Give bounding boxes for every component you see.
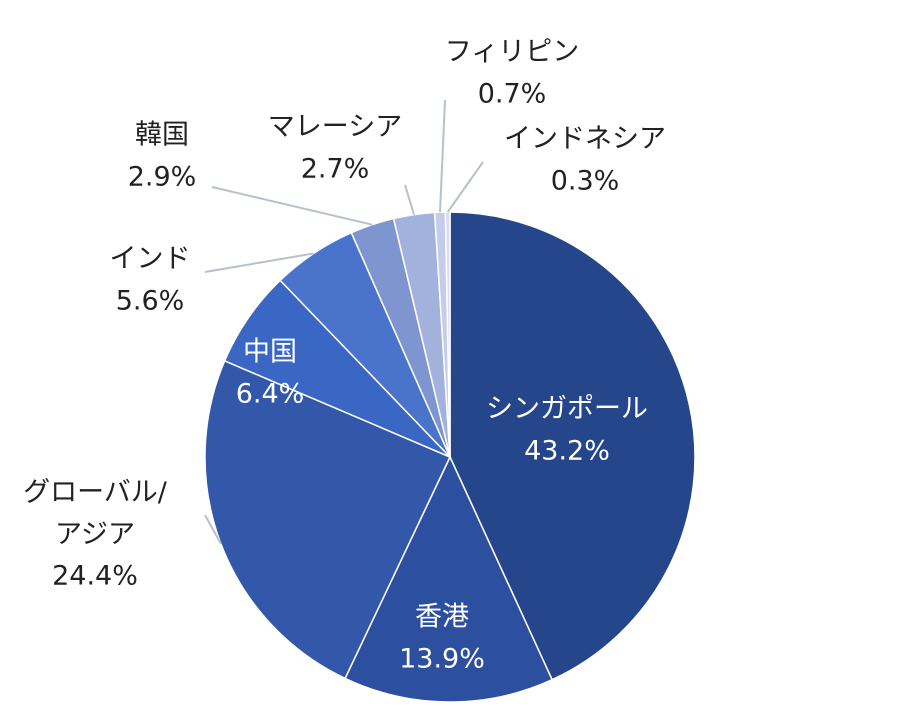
value-label: 2.7% <box>301 154 370 185</box>
value-label: 43.2% <box>524 436 610 467</box>
pie-slice <box>449 211 696 681</box>
slice-label: シンガポール <box>486 394 648 425</box>
slice-label: 香港 <box>415 602 469 633</box>
pie-slice <box>344 455 554 703</box>
value-label: 13.9% <box>399 644 485 675</box>
slice-label: 中国 <box>243 337 297 368</box>
leader-line <box>404 184 415 215</box>
slice-label: フィリピン <box>445 37 579 68</box>
leader-line <box>439 99 446 213</box>
value-label: 5.6% <box>116 286 185 317</box>
slice-label: グローバル/アジア <box>23 477 168 550</box>
leader-line <box>446 161 484 213</box>
leader-line <box>204 514 222 545</box>
leader-line <box>204 252 314 273</box>
slice-label: 韓国 <box>135 120 189 151</box>
leader-line <box>211 186 373 226</box>
value-label: 2.9% <box>128 162 197 193</box>
pie-slice <box>204 359 452 680</box>
slice-label: マレーシア <box>268 112 402 143</box>
value-label: 0.7% <box>478 79 547 110</box>
value-label: 6.4% <box>236 379 305 410</box>
value-label: 24.4% <box>52 561 138 592</box>
slice-label: インド <box>110 244 191 275</box>
value-label: 0.3% <box>551 166 620 197</box>
slice-label: インドネシア <box>504 124 666 155</box>
